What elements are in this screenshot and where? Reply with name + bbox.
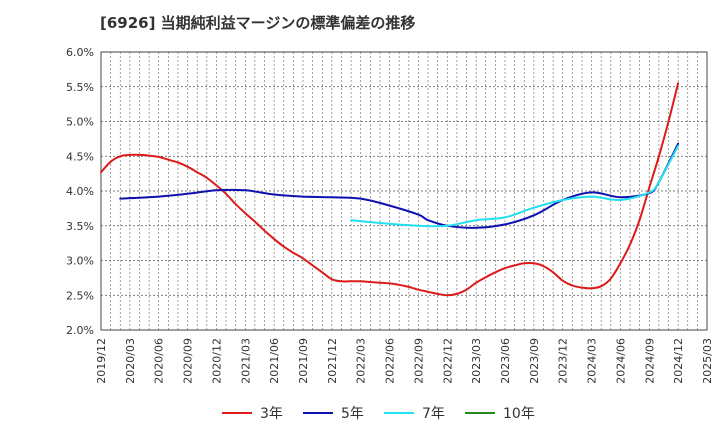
x-tick-label: 2023/06 bbox=[499, 338, 512, 384]
series-line-1 bbox=[119, 142, 680, 229]
x-tick-label: 2021/12 bbox=[326, 338, 339, 384]
y-tick-label: 2.0% bbox=[66, 324, 94, 337]
chart-title: [6926] 当期純利益マージンの標準偏差の推移 bbox=[100, 14, 416, 32]
y-tick-label: 6.0% bbox=[66, 46, 94, 59]
x-tick-label: 2024/03 bbox=[586, 338, 599, 384]
x-tick-label: 2020/12 bbox=[210, 338, 223, 384]
x-tick-label: 2022/03 bbox=[355, 338, 368, 384]
y-tick-label: 3.0% bbox=[66, 255, 94, 268]
x-tick-label: 2024/06 bbox=[614, 338, 627, 384]
y-tick-label: 5.0% bbox=[66, 116, 94, 129]
x-tick-label: 2022/06 bbox=[384, 338, 397, 384]
x-tick-label: 2020/03 bbox=[124, 338, 137, 384]
x-tick-label: 2021/06 bbox=[268, 338, 281, 384]
y-tick-label: 3.5% bbox=[66, 220, 94, 233]
x-tick-label: 2023/12 bbox=[557, 338, 570, 384]
y-tick-label: 4.5% bbox=[66, 150, 94, 163]
legend-label-2: 7年 bbox=[422, 406, 445, 422]
y-tick-label: 2.5% bbox=[66, 289, 94, 302]
x-tick-label: 2022/09 bbox=[412, 338, 425, 384]
x-tick-label: 2023/03 bbox=[470, 338, 483, 384]
x-tick-label: 2019/12 bbox=[95, 338, 108, 384]
x-tick-label: 2024/12 bbox=[672, 338, 685, 384]
series-line-0 bbox=[100, 82, 680, 297]
plot-area bbox=[101, 52, 707, 330]
y-tick-label: 4.0% bbox=[66, 185, 94, 198]
x-tick-label: 2021/03 bbox=[239, 338, 252, 384]
x-tick-label: 2022/12 bbox=[441, 338, 454, 384]
plot-border bbox=[100, 51, 708, 331]
legend-label-3: 10年 bbox=[503, 406, 535, 422]
x-tick-label: 2021/09 bbox=[297, 338, 310, 384]
x-tick-label: 2023/09 bbox=[528, 338, 541, 384]
x-tick-label: 2024/09 bbox=[643, 338, 656, 384]
series-line-2 bbox=[350, 144, 680, 228]
x-tick-label: 2020/09 bbox=[182, 338, 195, 384]
legend-label-1: 5年 bbox=[341, 406, 364, 422]
x-tick-label: 2020/06 bbox=[153, 338, 166, 384]
y-tick-label: 5.5% bbox=[66, 81, 94, 94]
x-tick-label: 2025/03 bbox=[701, 338, 714, 384]
legend-label-0: 3年 bbox=[260, 406, 283, 422]
